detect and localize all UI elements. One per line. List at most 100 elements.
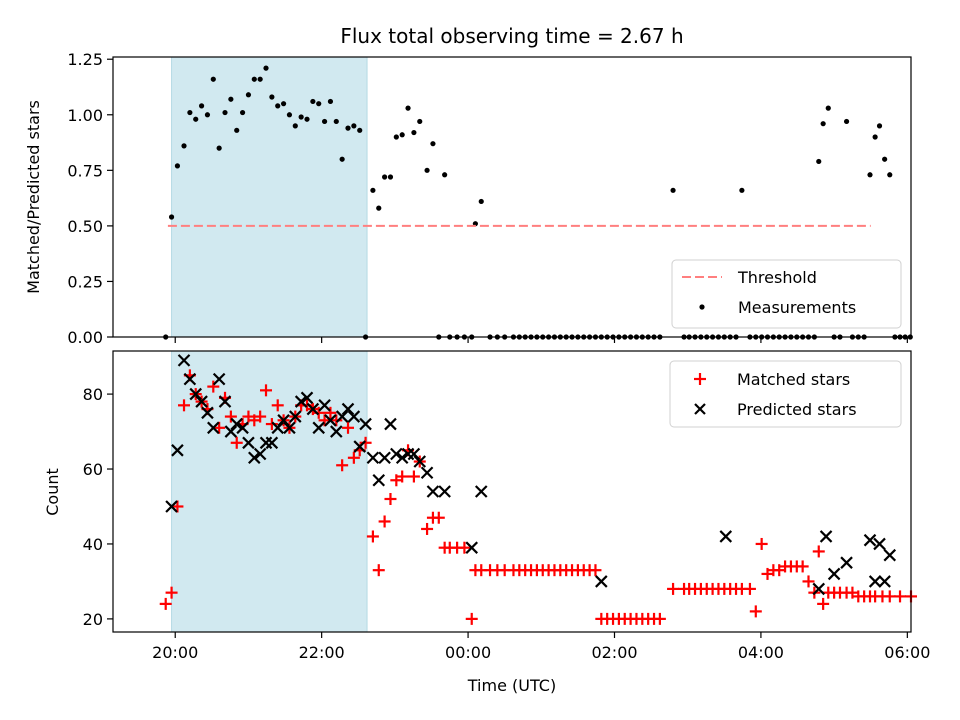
matched-star-marker <box>330 414 343 427</box>
measurement-point <box>251 76 257 82</box>
matched-star-marker <box>224 410 237 423</box>
predicted-star-marker <box>438 485 451 498</box>
measurement-point <box>887 172 893 178</box>
predicted-star-marker <box>324 414 337 427</box>
measurement-point <box>357 127 363 133</box>
predicted-star-marker <box>812 582 826 596</box>
predicted-star-marker <box>390 447 403 461</box>
measurement-point <box>168 214 175 220</box>
measurement-point <box>222 109 228 116</box>
predicted-star-marker <box>289 410 302 423</box>
legend-threshold-label: Threshold <box>737 268 817 287</box>
measurement-point <box>882 156 888 162</box>
measurement-point <box>876 123 883 129</box>
measurement-point <box>376 205 382 211</box>
x-tick-label: 02:00 <box>591 643 637 662</box>
top-panel: 0.00 0.25 0.50 0.75 1.00 1.25 Flux total obse… <box>24 24 913 347</box>
predicted-star-marker <box>224 425 238 438</box>
measurement-point <box>198 103 205 109</box>
predicted-star-marker <box>189 387 203 401</box>
y-tick-label: 80 <box>83 385 103 404</box>
matched-star-marker <box>366 530 379 543</box>
matched-star-marker <box>359 436 372 449</box>
matched-star-marker <box>465 612 478 625</box>
measurement-point <box>345 125 351 131</box>
measurement-point <box>872 134 878 140</box>
measurement-point <box>399 132 405 138</box>
measurement-point <box>257 76 263 82</box>
measurement-point <box>239 109 246 116</box>
measurement-point <box>280 101 287 107</box>
predicted-stars-points <box>165 354 897 596</box>
measurement-point <box>327 98 334 105</box>
x-tick-label: 04:00 <box>738 643 784 662</box>
top-legend-box <box>671 259 902 329</box>
predicted-star-marker <box>171 444 184 457</box>
predicted-star-marker <box>277 414 290 427</box>
measurement-point <box>670 187 676 193</box>
matched-star-marker <box>894 590 907 603</box>
measurement-point <box>339 156 345 162</box>
matched-star-marker <box>260 384 273 397</box>
measurement-point <box>478 198 484 205</box>
y-tick-label: 1.25 <box>67 50 103 69</box>
bottom-plot-frame <box>112 350 912 633</box>
measurement-point <box>269 94 275 100</box>
matched-star-marker <box>230 436 243 449</box>
matched-star-marker <box>159 597 172 610</box>
matched-star-marker <box>743 582 756 595</box>
predicted-star-marker <box>248 451 261 465</box>
matched-star-marker <box>749 605 762 618</box>
matched-star-marker <box>171 500 184 513</box>
y-tick-label: 0.25 <box>67 272 103 291</box>
x-axis-label: Time (UTC) <box>467 676 556 695</box>
matched-star-marker <box>207 380 220 393</box>
bottom-y-axis-label: Count <box>43 468 62 516</box>
matched-star-marker <box>372 564 385 577</box>
predicted-star-marker <box>359 417 372 431</box>
predicted-star-marker <box>883 548 897 562</box>
matched-star-marker <box>384 492 397 505</box>
bottom-legend-box <box>669 360 902 428</box>
legend-matched-label: Matched stars <box>737 370 850 389</box>
predicted-star-marker <box>300 391 314 405</box>
top-plot-frame <box>112 56 912 338</box>
measurement-point <box>298 114 304 120</box>
predicted-star-marker <box>318 399 331 412</box>
predicted-star-marker <box>271 421 285 435</box>
predicted-star-marker <box>819 530 833 543</box>
matched-star-marker <box>178 399 191 412</box>
predicted-star-marker <box>330 425 343 438</box>
measurement-point <box>310 98 316 105</box>
legend-matched-swatch <box>694 373 706 385</box>
matched-star-marker <box>324 406 337 419</box>
bottom-legend: Matched stars Predicted stars <box>669 360 902 428</box>
predicted-star-marker <box>183 372 197 386</box>
legend-predicted-swatch <box>694 403 706 415</box>
matched-star-marker <box>589 564 602 577</box>
predicted-star-marker <box>868 575 882 588</box>
matched-star-marker <box>213 421 226 434</box>
matched-star-marker <box>432 511 445 524</box>
predicted-star-marker <box>207 421 220 435</box>
measurement-point <box>417 118 423 125</box>
predicted-star-marker <box>283 421 296 435</box>
measurement-point <box>316 101 322 107</box>
measurement-point <box>193 116 199 122</box>
predicted-star-marker <box>372 473 386 487</box>
measurement-point <box>333 118 339 125</box>
top-observing-window-shade <box>171 56 368 338</box>
predicted-star-marker <box>294 395 308 408</box>
y-tick-label: 0.50 <box>67 217 103 236</box>
x-tick-label: 20:00 <box>152 643 198 662</box>
matched-star-marker <box>312 406 325 419</box>
top-y-axis-label: Matched/Predicted stars <box>24 100 43 294</box>
measurement-point <box>304 116 310 122</box>
measurement-point <box>867 172 873 178</box>
measurement-point <box>216 145 222 151</box>
measurement-point <box>825 105 831 111</box>
top-legend: Threshold Measurements <box>671 259 902 329</box>
x-tick-label: 06:00 <box>884 643 930 662</box>
measurement-point <box>292 123 298 129</box>
